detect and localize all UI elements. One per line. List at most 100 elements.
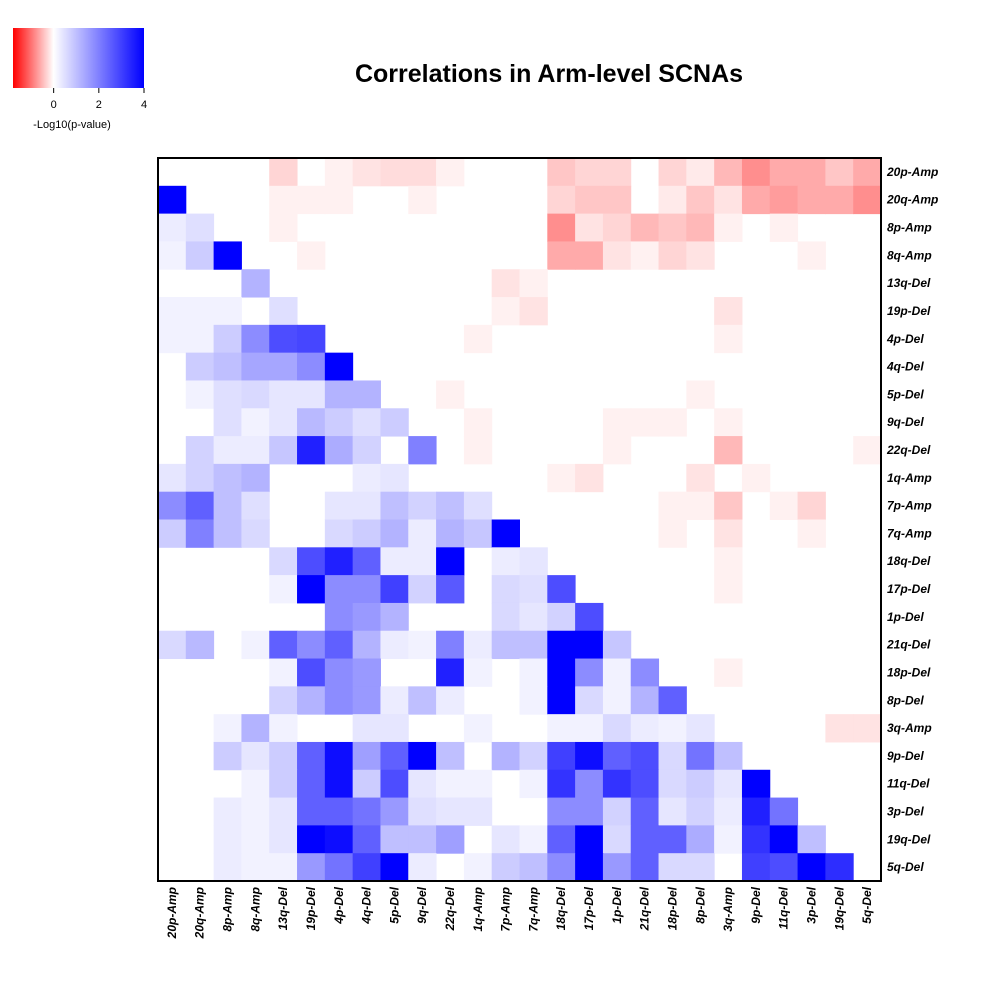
heatmap-cell — [380, 630, 409, 660]
heatmap-cell — [352, 380, 381, 409]
heatmap-cell — [741, 769, 771, 799]
heatmap-cell — [602, 185, 632, 215]
heatmap-cell — [324, 408, 354, 437]
heatmap-cell — [658, 741, 687, 771]
heatmap-cell — [269, 686, 298, 715]
heatmap-cell — [491, 519, 520, 548]
column-label: 9p-Del — [749, 886, 763, 923]
heatmap-cell — [602, 825, 632, 854]
heatmap-cell — [519, 686, 548, 715]
heatmap-cell — [352, 630, 381, 660]
heatmap-cell — [686, 491, 715, 520]
heatmap-cell — [408, 630, 437, 660]
heatmap-cell — [352, 714, 381, 743]
heatmap-cell — [436, 741, 465, 771]
heatmap-cell — [380, 714, 409, 743]
column-label: 20p-Amp — [165, 887, 179, 939]
heatmap-cell — [185, 436, 215, 465]
heatmap-cell — [324, 769, 354, 799]
heatmap-cell — [547, 185, 576, 215]
heatmap-cell — [213, 797, 242, 826]
heatmap-cell — [575, 825, 604, 854]
heatmap-cell — [436, 158, 465, 187]
column-label: 11q-Del — [777, 886, 791, 929]
heatmap-cell — [519, 741, 548, 771]
heatmap-cell — [352, 158, 381, 187]
heatmap-cell — [408, 158, 437, 187]
heatmap-cell — [324, 547, 354, 576]
heatmap-cell — [463, 491, 493, 520]
heatmap-cell — [269, 825, 298, 854]
heatmap-cell — [241, 269, 270, 298]
heatmap-cell — [769, 853, 799, 882]
heatmap-cell — [158, 185, 187, 215]
heatmap-cell — [686, 769, 715, 799]
heatmap-cell — [269, 158, 298, 187]
heatmap-cell — [324, 741, 354, 771]
column-label: 1p-Del — [610, 886, 624, 923]
heatmap-cell — [714, 769, 743, 799]
heatmap-cell — [380, 463, 409, 493]
heatmap-cell — [519, 853, 548, 882]
heatmap-cell — [714, 547, 743, 576]
heatmap-cell — [686, 797, 715, 826]
heatmap-cell — [853, 714, 882, 743]
heatmap-cell — [686, 853, 715, 882]
heatmap-cell — [686, 241, 715, 270]
column-label: 13q-Del — [276, 886, 290, 930]
heatmap-cell — [519, 658, 548, 687]
column-label: 8p-Amp — [221, 887, 235, 932]
heatmap-cell — [213, 352, 242, 381]
heatmap-cell — [547, 463, 576, 493]
heatmap-cell — [547, 575, 576, 604]
row-label: 5q-Del — [887, 860, 924, 874]
heatmap-cell — [714, 575, 743, 604]
heatmap-cell — [352, 491, 381, 520]
heatmap-cell — [714, 185, 743, 215]
heatmap-cell — [519, 575, 548, 604]
heatmap-cell — [686, 213, 715, 242]
heatmap-cell — [491, 575, 520, 604]
heatmap-cell — [602, 686, 632, 715]
heatmap-cells — [158, 158, 882, 882]
heatmap-cell — [630, 825, 660, 854]
heatmap-cell — [380, 575, 409, 604]
heatmap-cell — [519, 547, 548, 576]
heatmap-cell — [797, 825, 826, 854]
heatmap-cell — [297, 825, 326, 854]
heatmap-cell — [408, 185, 437, 215]
heatmap-cell — [463, 769, 493, 799]
row-label: 22q-Del — [886, 443, 931, 457]
heatmap-cell — [352, 575, 381, 604]
heatmap-cell — [185, 630, 215, 660]
heatmap-cell — [463, 630, 493, 660]
heatmap-cell — [436, 797, 465, 826]
row-label: 4q-Del — [886, 360, 924, 374]
heatmap-cell — [185, 519, 215, 548]
heatmap-cell — [241, 797, 270, 826]
heatmap-cell — [436, 575, 465, 604]
heatmap-cell — [686, 380, 715, 409]
heatmap-cell — [658, 853, 687, 882]
legend-tick-label: 4 — [141, 99, 147, 111]
row-label: 8p-Amp — [887, 221, 932, 235]
heatmap-cell — [324, 602, 354, 632]
column-label: 8p-Del — [693, 886, 707, 923]
heatmap-cell — [158, 324, 187, 354]
heatmap-cell — [297, 853, 326, 882]
heatmap-cell — [491, 602, 520, 632]
heatmap-cell — [380, 741, 409, 771]
heatmap-cell — [491, 630, 520, 660]
heatmap-cell — [241, 853, 270, 882]
heatmap-cell — [185, 491, 215, 520]
heatmap-cell — [547, 630, 576, 660]
heatmap-cell — [324, 797, 354, 826]
heatmap-cell — [241, 380, 270, 409]
heatmap-cell — [602, 408, 632, 437]
heatmap-cell — [714, 825, 743, 854]
heatmap-cell — [324, 352, 354, 381]
heatmap-cell — [380, 519, 409, 548]
row-label: 21q-Del — [886, 638, 931, 652]
heatmap-cell — [686, 463, 715, 493]
heatmap-cell — [241, 491, 270, 520]
